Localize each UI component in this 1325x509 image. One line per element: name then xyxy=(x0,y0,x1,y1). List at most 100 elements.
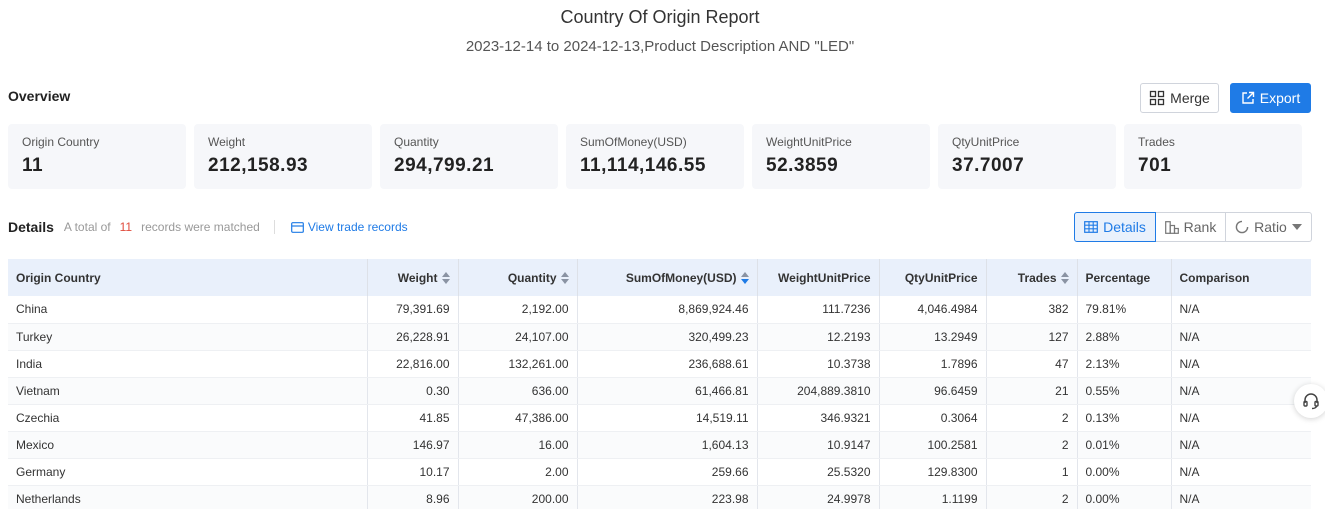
headset-icon xyxy=(1303,393,1319,410)
stat-value: 294,799.21 xyxy=(394,155,495,176)
sort-desc-icon[interactable] xyxy=(740,272,749,285)
cell-weight-unit-price: 204,889.3810 xyxy=(757,377,880,405)
stat-label: Weight xyxy=(208,135,246,149)
cell-percentage: 0.01% xyxy=(1077,431,1172,459)
cell-qty-unit-price: 13.2949 xyxy=(879,323,987,351)
view-trade-records-label: View trade records xyxy=(307,220,408,234)
table-row: Germany 10.17 2.00 259.66 25.5320 129.8300 1 0.… xyxy=(8,458,1311,486)
column-label: Weight xyxy=(397,270,438,285)
cell-origin-country: Germany xyxy=(8,458,368,486)
details-header: Details A total of 11 records were matched… xyxy=(8,218,408,236)
total-suffix: records were matched xyxy=(141,220,260,234)
sort-icon[interactable] xyxy=(441,272,450,285)
stat-card-weight: Weight 212,158.93 xyxy=(194,124,372,189)
ratio-icon xyxy=(1235,220,1249,234)
report-subtitle: 2023-12-14 to 2024-12-13,Product Descrip… xyxy=(465,38,855,55)
report-title: Country Of Origin Report xyxy=(560,7,760,27)
column-header-origin-country: Origin Country xyxy=(8,259,368,296)
table-row: India 22,816.00 132,261.00 236,688.61 10.373… xyxy=(8,350,1311,378)
cell-percentage: 2.88% xyxy=(1077,323,1172,351)
cell-trades: 47 xyxy=(986,350,1078,378)
tab-details[interactable]: Details xyxy=(1074,212,1156,242)
stat-card-origin-country: Origin Country 11 xyxy=(8,124,186,189)
view-trade-records-link[interactable]: View trade records xyxy=(290,220,408,234)
cell-comparison: N/A xyxy=(1171,377,1311,405)
cell-origin-country: Mexico xyxy=(8,431,368,459)
total-prefix: A total of xyxy=(63,220,111,234)
card-icon xyxy=(290,221,304,233)
rank-icon xyxy=(1164,220,1179,234)
table-body: China 79,391.69 2,192.00 8,869,924.46 111.72… xyxy=(8,296,1311,509)
cell-percentage: 0.55% xyxy=(1077,377,1172,405)
cell-weight: 10.17 xyxy=(367,458,459,486)
export-icon xyxy=(1242,91,1254,104)
cell-trades: 127 xyxy=(986,323,1078,351)
cell-weight: 79,391.69 xyxy=(367,296,459,324)
table-row: Czechia 41.85 47,386.00 14,519.11 346.9321 0.… xyxy=(8,404,1311,432)
cell-comparison: N/A xyxy=(1171,323,1311,351)
stat-value: 11,114,146.55 xyxy=(580,155,706,176)
export-button[interactable]: Export xyxy=(1230,83,1311,113)
cell-trades: 1 xyxy=(986,458,1078,486)
tab-ratio[interactable]: Ratio xyxy=(1226,212,1312,242)
stat-card-qty-unit-price: QtyUnitPrice 37.7007 xyxy=(938,124,1116,189)
table-row: Turkey 26,228.91 24,107.00 320,499.23 12.219… xyxy=(8,323,1311,351)
tab-ratio-label: Ratio xyxy=(1254,219,1287,235)
stat-value: 701 xyxy=(1138,155,1172,176)
stat-value: 52.3859 xyxy=(766,155,839,176)
cell-trades: 2 xyxy=(986,404,1078,432)
cell-origin-country: Turkey xyxy=(8,323,368,351)
column-header-trades[interactable]: Trades xyxy=(986,259,1078,296)
tab-details-label: Details xyxy=(1103,219,1146,235)
cell-weight-unit-price: 25.5320 xyxy=(757,458,880,486)
stat-label: Quantity xyxy=(394,135,439,149)
cell-quantity: 200.00 xyxy=(458,485,578,509)
table-row: Netherlands 8.96 200.00 223.98 24.9978 1.1199… xyxy=(8,485,1311,509)
cell-comparison: N/A xyxy=(1171,350,1311,378)
stat-label: Origin Country xyxy=(22,135,100,149)
column-label: Percentage xyxy=(1085,270,1151,285)
cell-quantity: 16.00 xyxy=(458,431,578,459)
cell-sum-of-money: 61,466.81 xyxy=(577,377,758,405)
stat-label: QtyUnitPrice xyxy=(952,135,1020,149)
table-header-row: Origin Country Weight Quantity SumOfMone… xyxy=(8,259,1311,296)
cell-quantity: 2.00 xyxy=(458,458,578,486)
cell-quantity: 2,192.00 xyxy=(458,296,578,324)
column-label: Comparison xyxy=(1179,270,1250,285)
table-row: Vietnam 0.30 636.00 61,466.81 204,889.3810 96… xyxy=(8,377,1311,405)
merge-button[interactable]: Merge xyxy=(1140,83,1219,113)
total-count: 11 xyxy=(119,220,133,234)
table-icon xyxy=(1084,221,1098,233)
column-label: Origin Country xyxy=(16,270,101,285)
column-header-percentage: Percentage xyxy=(1077,259,1172,296)
column-label: SumOfMoney(USD) xyxy=(625,270,737,285)
column-header-comparison: Comparison xyxy=(1171,259,1311,296)
tab-rank-label: Rank xyxy=(1183,219,1217,235)
stats-cards: Origin Country 11 Weight 212,158.93 Quanti… xyxy=(8,124,1302,189)
column-header-sum-of-money[interactable]: SumOfMoney(USD) xyxy=(577,259,758,296)
stat-card-trades: Trades 701 xyxy=(1124,124,1302,189)
cell-percentage: 2.13% xyxy=(1077,350,1172,378)
cell-qty-unit-price: 96.6459 xyxy=(879,377,987,405)
overview-label: Overview xyxy=(8,88,71,104)
details-label: Details xyxy=(8,219,54,235)
merge-icon xyxy=(1150,90,1165,106)
sort-icon[interactable] xyxy=(560,272,569,285)
cell-sum-of-money: 236,688.61 xyxy=(577,350,758,378)
sort-icon[interactable] xyxy=(1060,272,1069,285)
cell-comparison: N/A xyxy=(1171,458,1311,486)
cell-weight-unit-price: 346.9321 xyxy=(757,404,880,432)
cell-sum-of-money: 8,869,924.46 xyxy=(577,296,758,324)
column-header-weight[interactable]: Weight xyxy=(367,259,459,296)
customer-support-button[interactable] xyxy=(1294,384,1325,418)
divider xyxy=(273,220,275,234)
cell-percentage: 0.00% xyxy=(1077,458,1172,486)
tab-rank[interactable]: Rank xyxy=(1156,212,1226,242)
cell-quantity: 47,386.00 xyxy=(458,404,578,432)
cell-origin-country: India xyxy=(8,350,368,378)
cell-origin-country: Netherlands xyxy=(8,485,368,509)
column-header-quantity[interactable]: Quantity xyxy=(458,259,578,296)
cell-comparison: N/A xyxy=(1171,431,1311,459)
stat-label: WeightUnitPrice xyxy=(766,135,852,149)
cell-quantity: 24,107.00 xyxy=(458,323,578,351)
